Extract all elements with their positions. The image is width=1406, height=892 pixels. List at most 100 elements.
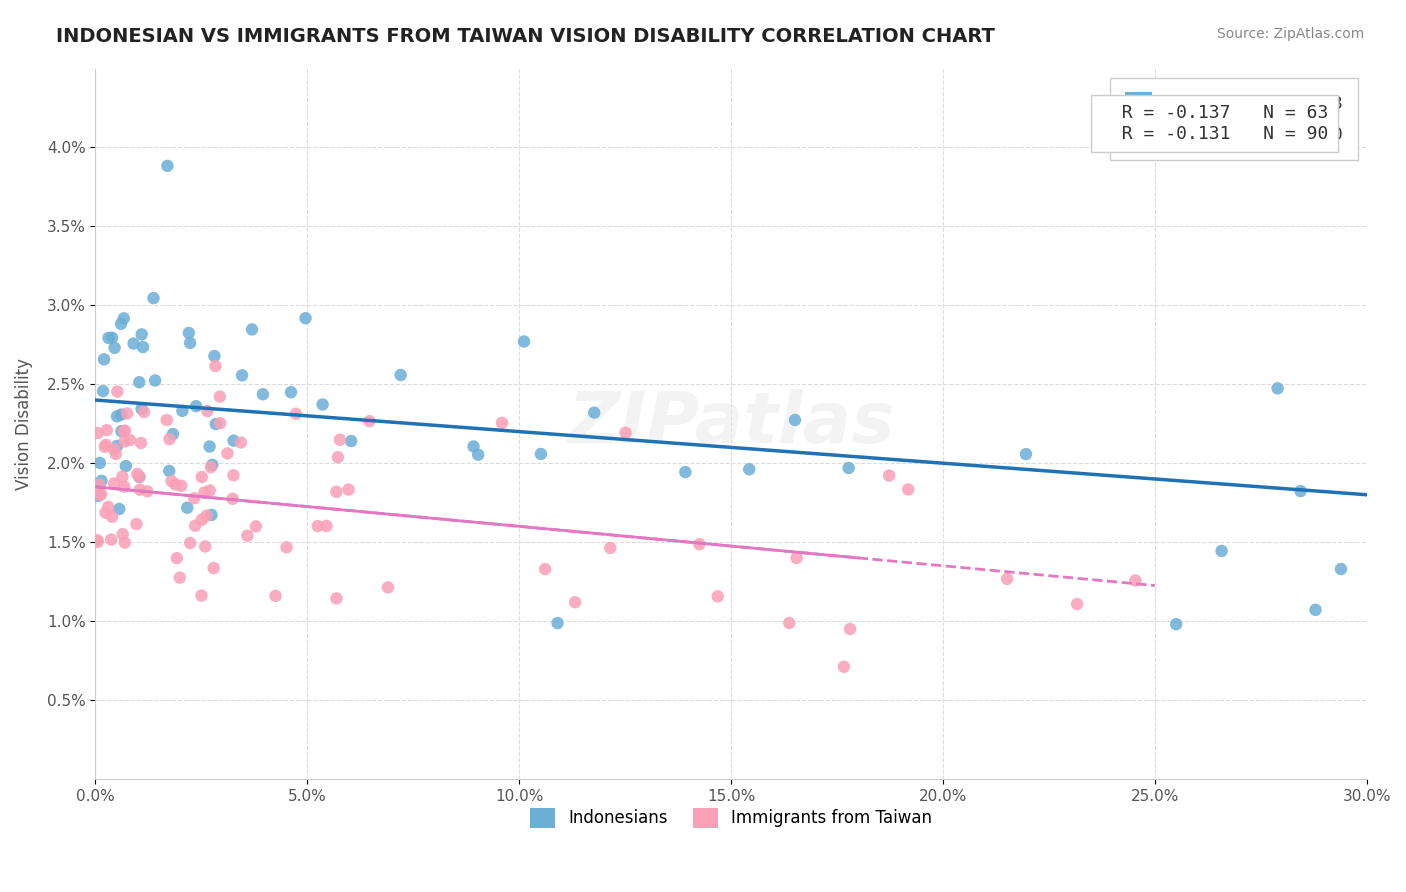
- Point: [995, 572, 1018, 586]
- Point: [91, 384, 114, 398]
- Point: [222, 468, 245, 483]
- Point: [340, 434, 363, 448]
- Point: [530, 447, 553, 461]
- Point: [114, 535, 136, 549]
- Point: [100, 533, 122, 547]
- Point: [513, 334, 536, 349]
- Point: [104, 447, 127, 461]
- Point: [1066, 597, 1088, 611]
- Point: [208, 390, 231, 404]
- Point: [114, 424, 136, 438]
- Point: [93, 352, 115, 367]
- Point: [377, 581, 399, 595]
- Point: [195, 404, 218, 418]
- Point: [877, 468, 900, 483]
- Point: [111, 469, 134, 483]
- Point: [179, 335, 201, 350]
- Point: [169, 571, 191, 585]
- Point: [252, 387, 274, 401]
- Point: [534, 562, 557, 576]
- Point: [96, 423, 118, 437]
- Point: [221, 491, 243, 506]
- Point: [89, 478, 111, 492]
- Point: [110, 317, 132, 331]
- Point: [276, 541, 298, 555]
- Point: [172, 404, 194, 418]
- Point: [839, 622, 862, 636]
- Point: [136, 484, 159, 499]
- Point: [1330, 562, 1353, 576]
- Point: [86, 535, 108, 549]
- Point: [114, 459, 136, 474]
- Point: [159, 432, 181, 446]
- Point: [156, 413, 179, 427]
- Point: [165, 477, 187, 491]
- Point: [132, 340, 155, 354]
- Point: [101, 331, 124, 345]
- Point: [688, 537, 710, 551]
- Point: [111, 527, 134, 541]
- Point: [115, 407, 138, 421]
- Point: [143, 374, 166, 388]
- Point: [231, 368, 253, 383]
- Point: [122, 336, 145, 351]
- Point: [162, 427, 184, 442]
- Point: [209, 416, 232, 430]
- Point: [1015, 447, 1038, 461]
- Point: [114, 434, 136, 449]
- Point: [783, 413, 806, 427]
- Point: [311, 397, 333, 411]
- Point: [229, 435, 252, 450]
- Point: [315, 519, 337, 533]
- Point: [87, 489, 110, 503]
- Point: [706, 590, 728, 604]
- Point: [90, 474, 112, 488]
- Point: [838, 461, 860, 475]
- Point: [222, 434, 245, 448]
- Point: [463, 439, 485, 453]
- Point: [202, 349, 225, 363]
- Point: [194, 540, 217, 554]
- Point: [89, 488, 111, 502]
- Point: [103, 476, 125, 491]
- Point: [105, 384, 128, 399]
- Point: [108, 502, 131, 516]
- Point: [329, 433, 352, 447]
- Y-axis label: Vision Disability: Vision Disability: [15, 358, 32, 490]
- Point: [193, 485, 215, 500]
- Point: [389, 368, 412, 382]
- Point: [200, 460, 222, 475]
- Point: [240, 322, 263, 336]
- Point: [142, 291, 165, 305]
- Point: [89, 456, 111, 470]
- Point: [337, 483, 360, 497]
- Point: [326, 450, 349, 465]
- Point: [1267, 381, 1289, 395]
- Point: [307, 519, 329, 533]
- Point: [112, 424, 135, 438]
- Text: R = -0.137   N = 63
  R = -0.131   N = 90: R = -0.137 N = 63 R = -0.131 N = 90: [1101, 104, 1329, 143]
- Point: [177, 326, 200, 340]
- Point: [94, 506, 117, 520]
- Point: [1305, 603, 1327, 617]
- Point: [786, 551, 808, 566]
- Point: [673, 465, 696, 479]
- Point: [204, 359, 226, 373]
- Point: [105, 439, 128, 453]
- Point: [110, 424, 132, 438]
- Point: [94, 438, 117, 452]
- Point: [897, 483, 920, 497]
- Point: [160, 474, 183, 488]
- Point: [184, 399, 207, 413]
- Point: [131, 327, 153, 342]
- Point: [198, 440, 221, 454]
- Point: [599, 541, 621, 555]
- Point: [156, 159, 179, 173]
- Point: [94, 440, 117, 454]
- Point: [1166, 617, 1188, 632]
- Text: ZIPatlas: ZIPatlas: [568, 389, 894, 458]
- Point: [103, 442, 125, 457]
- Point: [128, 483, 150, 497]
- Point: [129, 436, 152, 450]
- Point: [359, 414, 381, 428]
